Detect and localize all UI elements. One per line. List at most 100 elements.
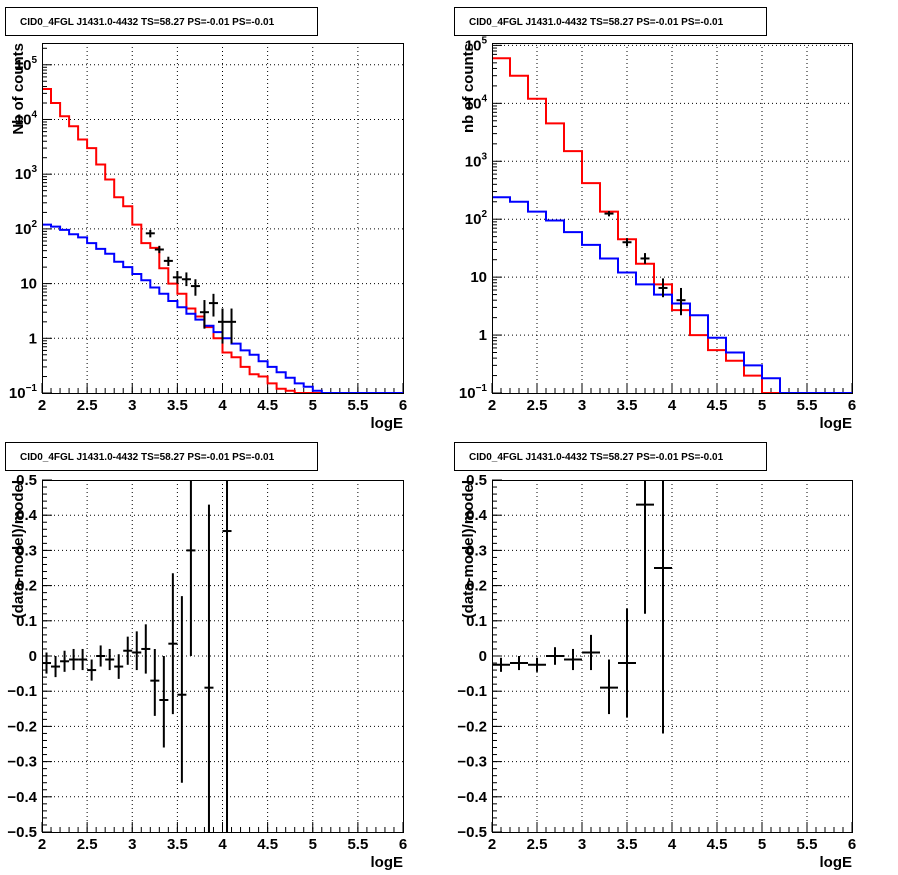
data-point (604, 211, 614, 217)
data-point (177, 596, 187, 783)
chart-panel-4: CID0_4FGL J1431.0-4432 TS=58.27 PS=-0.01… (454, 442, 856, 871)
y-axis-label: (data-model)/model (460, 480, 477, 618)
y-tick-label: 10−1 (9, 383, 38, 402)
data-point (510, 656, 528, 671)
data-point (492, 657, 510, 672)
histogram-line-1 (492, 57, 852, 394)
x-tick-label: 4 (668, 397, 677, 414)
x-tick-label: 3 (128, 836, 136, 853)
data-point (150, 648, 160, 716)
x-axis-label: logE (820, 415, 853, 432)
data-point (636, 480, 654, 614)
chart-panel-1: CID0_4FGL J1431.0-4432 TS=58.27 PS=-0.01… (5, 7, 407, 432)
y-tick-label: 10−1 (459, 383, 488, 402)
y-tick-label: −0.2 (457, 718, 487, 735)
y-tick-label: −0.5 (7, 824, 37, 841)
data-point (42, 652, 52, 674)
data-point (172, 270, 182, 284)
chart-title-box (454, 7, 767, 36)
chart-title: CID0_4FGL J1431.0-4432 TS=58.27 PS=-0.01… (20, 17, 275, 28)
data-point (217, 308, 228, 344)
x-tick-label: 6 (399, 836, 407, 853)
data-point (600, 659, 618, 715)
x-tick-label: 5.5 (797, 836, 818, 853)
y-tick-label: 0.4 (16, 507, 38, 524)
plot-frame (492, 43, 853, 394)
y-tick-label: 104 (15, 109, 38, 128)
data-point (658, 278, 668, 298)
x-tick-label: 5 (309, 397, 317, 414)
y-tick-label: 0.5 (16, 472, 37, 489)
data-point (222, 480, 232, 832)
data-point (208, 293, 218, 317)
y-tick-label: −0.5 (457, 824, 487, 841)
y-tick-label: 102 (465, 209, 488, 228)
x-tick-label: 2 (38, 836, 46, 853)
y-tick-label: 104 (465, 93, 488, 112)
x-tick-label: 3 (578, 397, 586, 414)
plot-frame (42, 480, 404, 833)
y-tick-label: 103 (465, 151, 488, 170)
data-point (204, 504, 214, 832)
data-point (159, 656, 169, 748)
chart-panel-2: CID0_4FGL J1431.0-4432 TS=58.27 PS=-0.01… (454, 7, 856, 432)
x-tick-label: 4.5 (707, 397, 728, 414)
data-point (168, 573, 178, 715)
x-tick-label: 5 (758, 836, 766, 853)
x-tick-label: 6 (848, 836, 856, 853)
data-point (163, 256, 173, 266)
data-point (181, 272, 191, 287)
y-tick-label: 0.2 (466, 578, 487, 595)
data-point (582, 634, 600, 671)
y-tick-label: 0.3 (16, 542, 37, 559)
histogram-line-2 (492, 196, 852, 394)
x-tick-label: 6 (848, 397, 856, 414)
x-tick-label: 2 (38, 397, 46, 414)
x-tick-label: 5 (309, 836, 317, 853)
data-point (132, 631, 142, 671)
y-tick-label: 0.1 (466, 613, 487, 630)
data-point (51, 656, 61, 678)
x-tick-label: 2 (488, 836, 496, 853)
data-point (227, 308, 237, 344)
x-axis-label: logE (820, 854, 853, 871)
y-tick-label: −0.2 (7, 718, 37, 735)
y-tick-label: 0.1 (16, 613, 37, 630)
x-tick-label: 2.5 (77, 836, 98, 853)
x-tick-label: 4.5 (707, 836, 728, 853)
chart-title: CID0_4FGL J1431.0-4432 TS=58.27 PS=-0.01… (469, 452, 724, 463)
chart-panel-3: CID0_4FGL J1431.0-4432 TS=58.27 PS=-0.01… (5, 442, 407, 871)
y-tick-label: 0.2 (16, 578, 37, 595)
x-tick-label: 4.5 (257, 836, 278, 853)
data-point (60, 650, 70, 672)
y-tick-label: 105 (15, 55, 38, 74)
y-tick-label: 10 (20, 276, 37, 293)
x-tick-label: 3.5 (617, 397, 638, 414)
histogram-line-1 (42, 88, 403, 394)
y-tick-label: −0.1 (457, 683, 487, 700)
y-tick-label: 105 (465, 35, 488, 54)
data-point (141, 624, 151, 674)
x-axis-label: logE (371, 415, 404, 432)
data-point (676, 287, 686, 316)
y-tick-label: 102 (15, 219, 38, 238)
data-point (105, 648, 115, 671)
x-tick-label: 2 (488, 397, 496, 414)
y-tick-label: 0.5 (466, 472, 487, 489)
x-tick-label: 4 (218, 836, 227, 853)
x-tick-label: 3 (128, 397, 136, 414)
x-tick-label: 3.5 (167, 397, 188, 414)
y-tick-label: 0 (479, 648, 487, 665)
x-tick-label: 5 (758, 397, 766, 414)
x-tick-label: 4 (218, 397, 227, 414)
chart-title-box (5, 7, 318, 36)
y-tick-label: −0.1 (7, 683, 37, 700)
x-tick-label: 5.5 (797, 397, 818, 414)
x-tick-label: 5.5 (347, 836, 368, 853)
data-point (199, 300, 209, 329)
chart-title: CID0_4FGL J1431.0-4432 TS=58.27 PS=-0.01… (469, 17, 724, 28)
x-tick-label: 3.5 (617, 836, 638, 853)
y-tick-label: 1 (479, 327, 487, 344)
data-point (528, 657, 546, 672)
data-point (564, 648, 582, 671)
